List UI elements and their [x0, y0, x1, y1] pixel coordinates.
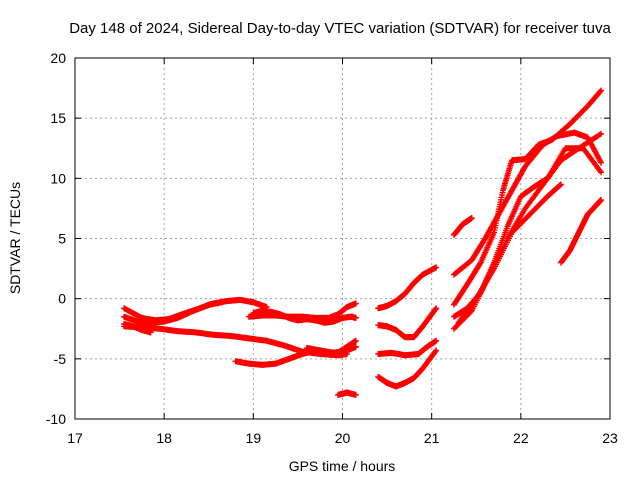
- data-point-marker: [596, 131, 603, 138]
- data-point-marker: [598, 130, 605, 137]
- series-track-8: [303, 343, 359, 356]
- data-point-marker: [352, 314, 359, 321]
- series-track-12: [375, 337, 440, 359]
- data-point-marker: [468, 215, 475, 222]
- y-tick-label: -10: [46, 411, 66, 427]
- data-point-marker: [433, 347, 440, 354]
- y-tick-label: 20: [50, 50, 66, 66]
- data-point-marker: [557, 181, 564, 188]
- y-axis-label: SDTVAR / TECUs: [7, 182, 23, 294]
- series-track-14: [450, 215, 475, 238]
- x-tick-label: 18: [156, 430, 172, 446]
- series-track-13: [375, 347, 440, 390]
- series-track-9: [335, 389, 359, 398]
- chart-title: Day 148 of 2024, Sidereal Day-to-day VTE…: [69, 20, 611, 37]
- series-track-16: [450, 87, 605, 308]
- data-point-marker: [433, 264, 440, 271]
- data-point-marker: [598, 159, 605, 166]
- data-point-marker: [433, 305, 440, 312]
- data-point-marker: [557, 182, 564, 189]
- y-tick-label: -5: [54, 351, 67, 367]
- data-point-marker: [352, 337, 359, 344]
- data-point-marker: [598, 87, 605, 94]
- x-tick-label: 21: [424, 430, 440, 446]
- x-tick-label: 20: [335, 430, 351, 446]
- series-track-2: [121, 299, 226, 326]
- series-track-4: [121, 320, 154, 336]
- x-tick-label: 22: [513, 430, 529, 446]
- data-point-marker: [472, 297, 479, 304]
- y-tick-label: 0: [58, 291, 66, 307]
- grid-lines: [75, 58, 610, 419]
- data-point-marker: [352, 300, 359, 307]
- x-tick-label: 17: [67, 430, 83, 446]
- data-point-marker: [352, 391, 359, 398]
- series-track-19: [455, 181, 564, 326]
- series-track-11: [375, 305, 440, 341]
- data-point-marker: [433, 337, 440, 344]
- x-axis-label: GPS time / hours: [289, 458, 396, 474]
- x-tick-label: 19: [246, 430, 262, 446]
- series-track-10: [375, 264, 440, 312]
- data-point-marker: [432, 348, 439, 355]
- axis-ticks: 17 18 19 20 21 22 23 -10 -5 0 5 10 15 20: [46, 50, 618, 446]
- data-point-marker: [598, 196, 605, 203]
- data-point-marker: [597, 167, 604, 174]
- data-point-marker: [598, 169, 605, 176]
- series-track-6: [245, 300, 359, 321]
- data-point-marker: [219, 299, 226, 306]
- y-tick-label: 10: [50, 170, 66, 186]
- data-point-marker: [352, 343, 359, 350]
- y-tick-label: 15: [50, 110, 66, 126]
- x-tick-label: 23: [602, 430, 618, 446]
- series-track-20: [557, 196, 605, 266]
- data-points: [121, 87, 605, 398]
- y-tick-label: 5: [58, 231, 66, 247]
- data-point-marker: [147, 329, 154, 336]
- data-point-marker: [597, 88, 604, 95]
- data-point-marker: [432, 306, 439, 313]
